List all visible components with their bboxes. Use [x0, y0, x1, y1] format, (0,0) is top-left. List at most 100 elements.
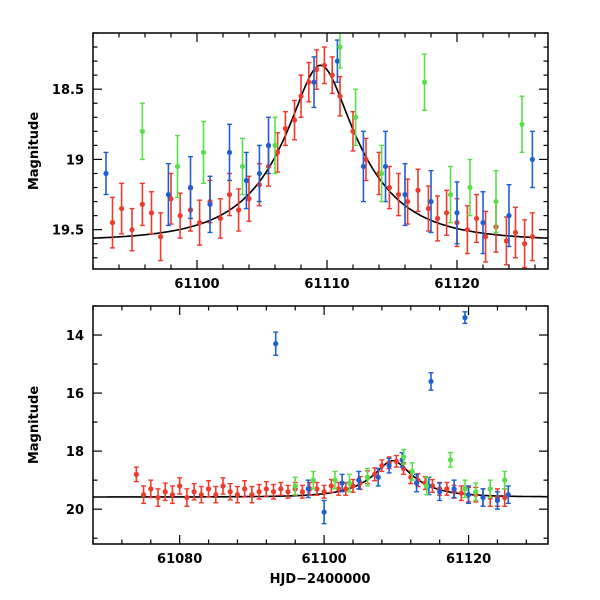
red-data-point — [503, 216, 509, 266]
red-data-point — [133, 466, 139, 483]
marker — [465, 492, 472, 498]
marker — [405, 198, 411, 205]
marker — [213, 492, 219, 498]
marker — [242, 486, 248, 492]
marker — [346, 480, 352, 486]
marker — [139, 128, 145, 134]
marker — [493, 198, 499, 205]
marker — [462, 486, 468, 492]
marker — [273, 341, 279, 347]
marker — [205, 486, 212, 492]
blue-data-point — [187, 155, 194, 220]
red-data-point — [139, 182, 145, 227]
red-data-point — [458, 485, 464, 502]
bottom-x-tick-labels: 61080 61100 61120 — [157, 552, 491, 567]
red-data-point — [278, 481, 284, 496]
marker — [332, 477, 338, 483]
bottom-y-axis-title: Magnitude — [27, 386, 42, 465]
top-ticks — [92, 32, 548, 269]
blue-data-point — [273, 331, 279, 357]
marker — [155, 494, 161, 501]
marker — [494, 497, 501, 504]
blue-data-point — [375, 467, 381, 487]
blue-data-point — [451, 479, 457, 499]
red-data-point — [249, 485, 255, 504]
marker — [402, 191, 408, 198]
marker — [467, 184, 473, 191]
marker — [243, 177, 249, 184]
marker — [285, 489, 291, 495]
red-data-point — [282, 110, 288, 147]
bottom-y-tick-label: 14 — [66, 329, 84, 344]
green-data-point — [409, 462, 415, 481]
marker — [291, 117, 298, 123]
marker — [191, 489, 197, 495]
red-data-point — [483, 210, 489, 263]
red-data-point — [246, 175, 252, 222]
blue-data-point — [243, 151, 249, 210]
blue-data-point — [207, 175, 213, 234]
red-data-point — [148, 479, 154, 499]
red-data-point — [184, 488, 190, 507]
marker — [444, 486, 450, 492]
red-data-point — [177, 192, 183, 239]
marker — [353, 114, 359, 120]
blue-data-point — [305, 479, 311, 499]
blue-data-point — [386, 457, 392, 474]
marker — [234, 492, 241, 498]
marker — [226, 149, 233, 156]
red-data-point — [198, 485, 204, 504]
green-data-point — [364, 467, 371, 487]
green-data-point — [447, 451, 454, 468]
red-data-point — [129, 207, 135, 252]
marker — [356, 477, 362, 483]
bottom-model-curve — [93, 459, 548, 498]
marker — [425, 205, 431, 212]
marker — [184, 494, 190, 501]
red-data-point — [158, 212, 164, 262]
blue-data-point — [428, 372, 434, 391]
marker — [265, 142, 272, 148]
blue-data-point — [226, 123, 233, 182]
top-x-tick-label: 61110 — [304, 277, 349, 292]
marker — [337, 44, 343, 50]
red-data-point — [415, 168, 421, 213]
marker — [227, 489, 233, 495]
bottom-x-tick-label: 61100 — [301, 552, 346, 567]
green-data-point — [353, 88, 359, 147]
marker — [502, 494, 508, 501]
marker — [473, 489, 479, 495]
red-data-point — [335, 481, 342, 496]
marker — [415, 187, 421, 193]
marker — [428, 378, 434, 385]
blue-data-point — [454, 181, 460, 245]
red-data-point — [213, 485, 219, 504]
red-data-point — [444, 481, 450, 496]
marker — [529, 234, 536, 240]
blue-data-point — [437, 482, 443, 502]
green-data-point — [200, 120, 207, 185]
green-data-point — [493, 169, 499, 234]
green-data-point — [400, 448, 407, 465]
marker — [487, 486, 493, 492]
marker — [421, 79, 428, 85]
blue-data-point — [339, 473, 345, 493]
marker — [512, 229, 519, 236]
green-data-point — [310, 470, 316, 490]
red-data-point — [298, 74, 304, 118]
marker — [437, 489, 443, 495]
top-y-tick-label: 18.5 — [52, 83, 84, 98]
marker — [158, 234, 164, 240]
blue-data-point — [480, 488, 486, 507]
marker — [148, 486, 154, 492]
marker — [162, 489, 168, 495]
top-x-tick-label: 61100 — [174, 277, 219, 292]
marker — [103, 170, 109, 177]
green-data-point — [292, 476, 298, 496]
marker — [350, 128, 356, 134]
red-data-point — [321, 484, 327, 499]
blue-data-point — [402, 162, 408, 227]
marker — [140, 492, 147, 498]
red-data-point — [242, 480, 248, 498]
red-data-point — [434, 195, 441, 242]
